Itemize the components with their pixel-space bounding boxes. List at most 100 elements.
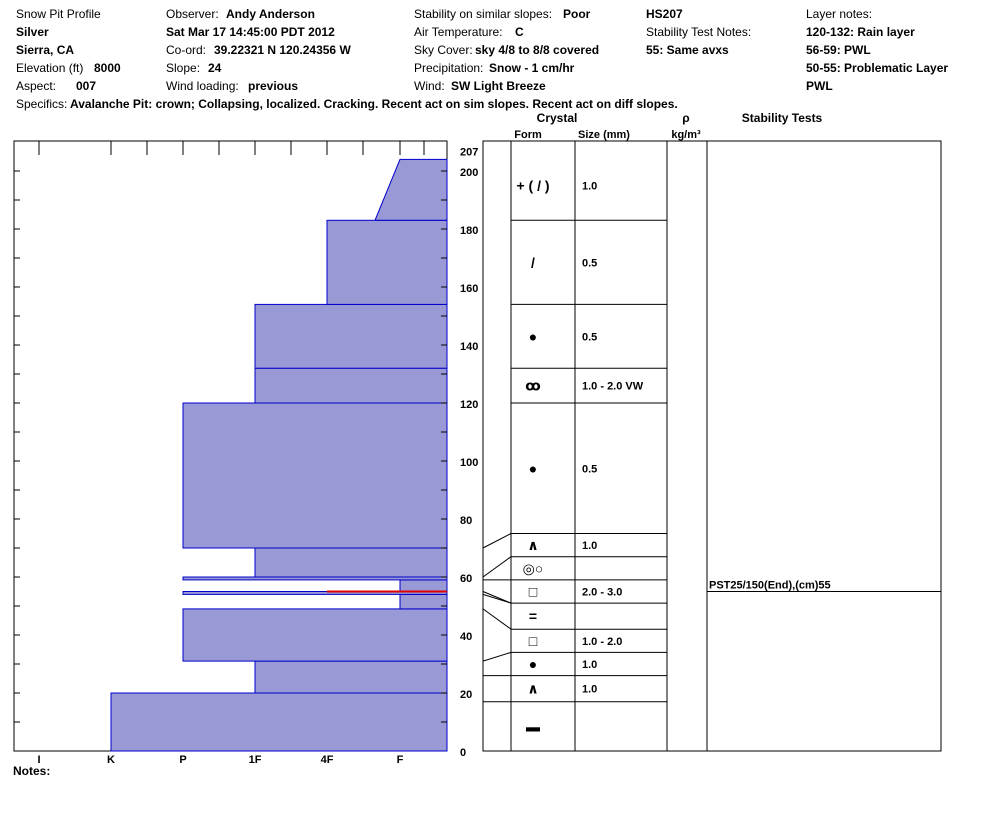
sky-label: Sky Cover: bbox=[414, 43, 473, 57]
air-temp-label: Air Temperature: bbox=[414, 25, 503, 39]
header: Snow Pit Profile Silver Sierra, CA Eleva… bbox=[0, 0, 994, 114]
height-axis-label: 100 bbox=[460, 457, 478, 469]
hardness-axis-label: 1F bbox=[249, 754, 262, 766]
hardness-layer bbox=[110, 692, 448, 752]
stability-header: Stability Tests bbox=[742, 111, 823, 125]
elevation-label: Elevation (ft) bbox=[16, 61, 84, 75]
notes-label: Notes: bbox=[13, 764, 51, 778]
sky-value: sky 4/8 to 8/8 covered bbox=[475, 43, 600, 57]
crystal-size: 1.0 - 2.0 bbox=[582, 636, 622, 648]
depth-hoar-icon: ∧ bbox=[527, 681, 538, 697]
crystal-size: 1.0 bbox=[582, 181, 597, 193]
hardness-axis-label: P bbox=[179, 754, 186, 766]
precipitation-particles-icon: + ( / ) bbox=[516, 178, 549, 194]
height-axis-label: 140 bbox=[460, 341, 478, 353]
specifics-label: Specifics: bbox=[16, 97, 68, 111]
observer-value: Andy Anderson bbox=[226, 7, 315, 21]
layer-note: 120-132: Rain layer bbox=[806, 25, 915, 39]
hardness-layer bbox=[254, 547, 448, 578]
layer-notes-label: Layer notes: bbox=[806, 7, 873, 21]
height-axis-label: 160 bbox=[460, 283, 478, 295]
density-unit-header: kg/m³ bbox=[671, 129, 701, 141]
stability-notes-label: Stability Test Notes: bbox=[646, 25, 752, 39]
decomposing-particles-icon: / bbox=[531, 254, 535, 270]
region: Sierra, CA bbox=[16, 43, 75, 57]
layer-connector-line bbox=[482, 591, 512, 604]
layer-note: 56-59: PWL bbox=[806, 43, 871, 57]
datetime: Sat Mar 17 14:45:00 PDT 2012 bbox=[166, 25, 335, 39]
aspect-label: Aspect: bbox=[16, 79, 57, 93]
hardness-layer bbox=[374, 158, 448, 221]
crystal-size: 2.0 - 3.0 bbox=[582, 587, 622, 599]
crystal-header: Crystal bbox=[537, 111, 578, 125]
faceted-crystals-icon: □ bbox=[529, 584, 538, 600]
depth-hoar-icon: ∧ bbox=[527, 537, 538, 553]
faceted-crystals-icon: □ bbox=[529, 633, 538, 649]
rounded-grains-icon: ● bbox=[529, 328, 537, 344]
layer-note: 50-55: Problematic Layer bbox=[806, 61, 949, 75]
stability-test-label: PST25/150(End),(cm)55 bbox=[709, 580, 831, 592]
hardness-layer bbox=[326, 219, 448, 305]
stability-label: Stability on similar slopes: bbox=[414, 7, 553, 21]
profile-title: Snow Pit Profile bbox=[16, 7, 101, 21]
hardness-layer bbox=[254, 367, 448, 404]
height-axis-label: 40 bbox=[460, 631, 472, 643]
observer-label: Observer: bbox=[166, 7, 219, 21]
height-axis-label: 200 bbox=[460, 167, 478, 179]
hardness-layer bbox=[182, 591, 448, 595]
wind-value: SW Light Breeze bbox=[451, 79, 546, 93]
elevation-value: 8000 bbox=[94, 61, 121, 75]
hardness-layer bbox=[254, 660, 448, 694]
wind-loading-value: previous bbox=[248, 79, 299, 93]
crystal-size: 1.0 bbox=[582, 684, 597, 696]
hardness-layer bbox=[254, 303, 448, 369]
melt-forms-icon: ꝏ bbox=[525, 378, 540, 394]
height-axis-label: 180 bbox=[460, 225, 478, 237]
precip-value: Snow - 1 cm/hr bbox=[489, 61, 575, 75]
density-header: ρ bbox=[682, 111, 689, 125]
hardness-layer bbox=[399, 593, 448, 610]
hardness-axis-label: K bbox=[107, 754, 115, 766]
hardness-layer bbox=[399, 579, 448, 593]
form-header: Form bbox=[514, 129, 542, 141]
wind-loading-label: Wind loading: bbox=[166, 79, 239, 93]
crystal-size: 1.0 bbox=[582, 540, 597, 552]
height-axis-label: 0 bbox=[460, 747, 466, 759]
layer-connector-line bbox=[482, 556, 512, 578]
hardness-axis-label: I bbox=[37, 754, 40, 766]
wind-label: Wind: bbox=[414, 79, 445, 93]
stability-value: Poor bbox=[563, 7, 591, 21]
crystal-size: 1.0 - 2.0 VW bbox=[582, 381, 644, 393]
height-axis-label: 80 bbox=[460, 515, 472, 527]
height-axis-label: 120 bbox=[460, 399, 478, 411]
slope-label: Slope: bbox=[166, 61, 201, 75]
crystal-size: 0.5 bbox=[582, 331, 597, 343]
height-axis-label: 60 bbox=[460, 573, 472, 585]
specifics-value: Avalanche Pit: crown; Collapsing, locali… bbox=[70, 97, 678, 111]
hardness-layer bbox=[182, 402, 448, 549]
crystal-size: 0.5 bbox=[582, 257, 597, 269]
melt-forms-icon: ▬ bbox=[526, 718, 540, 734]
rounded-grains-icon: ● bbox=[529, 656, 537, 672]
size-header: Size (mm) bbox=[578, 129, 630, 141]
height-axis-label: 20 bbox=[460, 689, 472, 701]
precip-label: Precipitation: bbox=[414, 61, 484, 75]
ice-formation-icon: ◎○ bbox=[523, 560, 544, 576]
coord-label: Co-ord: bbox=[166, 43, 207, 57]
layer-connector-line bbox=[482, 651, 512, 662]
surface-hoar-icon: = bbox=[529, 608, 537, 624]
slope-value: 24 bbox=[208, 61, 222, 75]
hardness-layer bbox=[182, 608, 448, 662]
height-axis-label: 207 bbox=[460, 147, 478, 159]
stability-note: 55: Same avxs bbox=[646, 43, 729, 57]
layer-connector-line bbox=[482, 608, 512, 630]
layer-note: PWL bbox=[806, 79, 833, 93]
location: Silver bbox=[16, 25, 49, 39]
crystal-size: 1.0 bbox=[582, 659, 597, 671]
layer-connector-line bbox=[482, 533, 512, 549]
hs-value: HS207 bbox=[646, 7, 683, 21]
aspect-value: 007 bbox=[76, 79, 97, 93]
crystal-table-frame bbox=[482, 140, 942, 752]
hardness-axis-label: F bbox=[397, 754, 404, 766]
